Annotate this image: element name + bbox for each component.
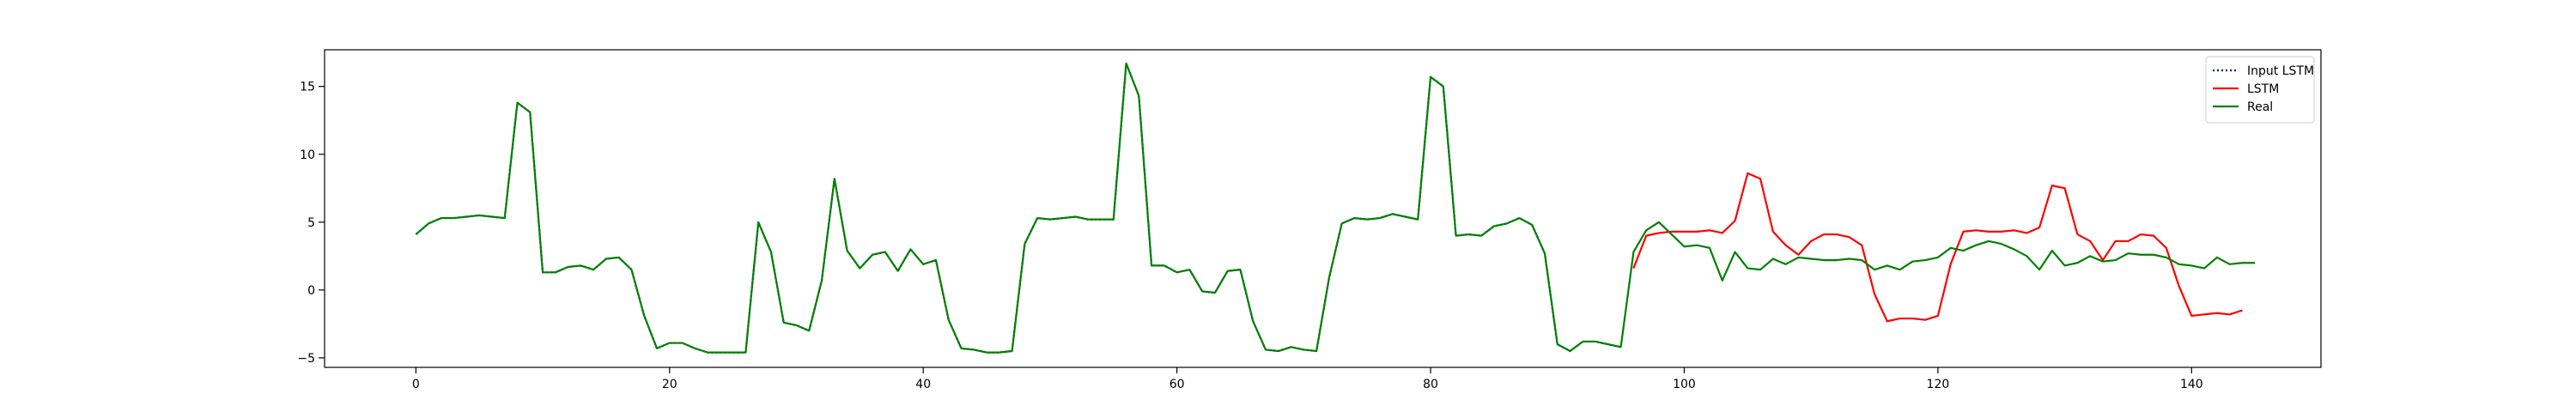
y-tick-label: 5 [307,216,315,230]
legend-label: Real [2247,100,2273,114]
x-tick-label: 60 [1170,378,1185,391]
x-axis: 0 20 40 60 80 100 120 140 [412,367,2203,391]
x-tick-label: 20 [662,378,677,391]
x-tick-label: 0 [412,378,420,391]
x-tick-label: 40 [915,378,931,391]
legend: Input LSTM LSTM Real [2205,56,2315,124]
axes-frame [324,49,2322,368]
series-layer [415,62,2256,354]
y-tick-label: 10 [300,148,315,162]
x-tick-label: 100 [1673,378,1696,391]
y-tick-label: 0 [307,284,315,298]
x-tick-label: 120 [1927,378,1950,391]
y-tick-label: −5 [297,352,315,366]
x-tick-label: 140 [2180,378,2203,391]
series-line-real [415,62,2256,354]
legend-label: Input LSTM [2247,64,2314,78]
legend-label: LSTM [2247,82,2279,96]
x-tick-label: 80 [1423,378,1438,391]
y-tick-label: 15 [300,81,315,94]
y-axis: −5 0 5 10 15 [297,81,325,366]
series-line-lstm [1632,172,2243,323]
